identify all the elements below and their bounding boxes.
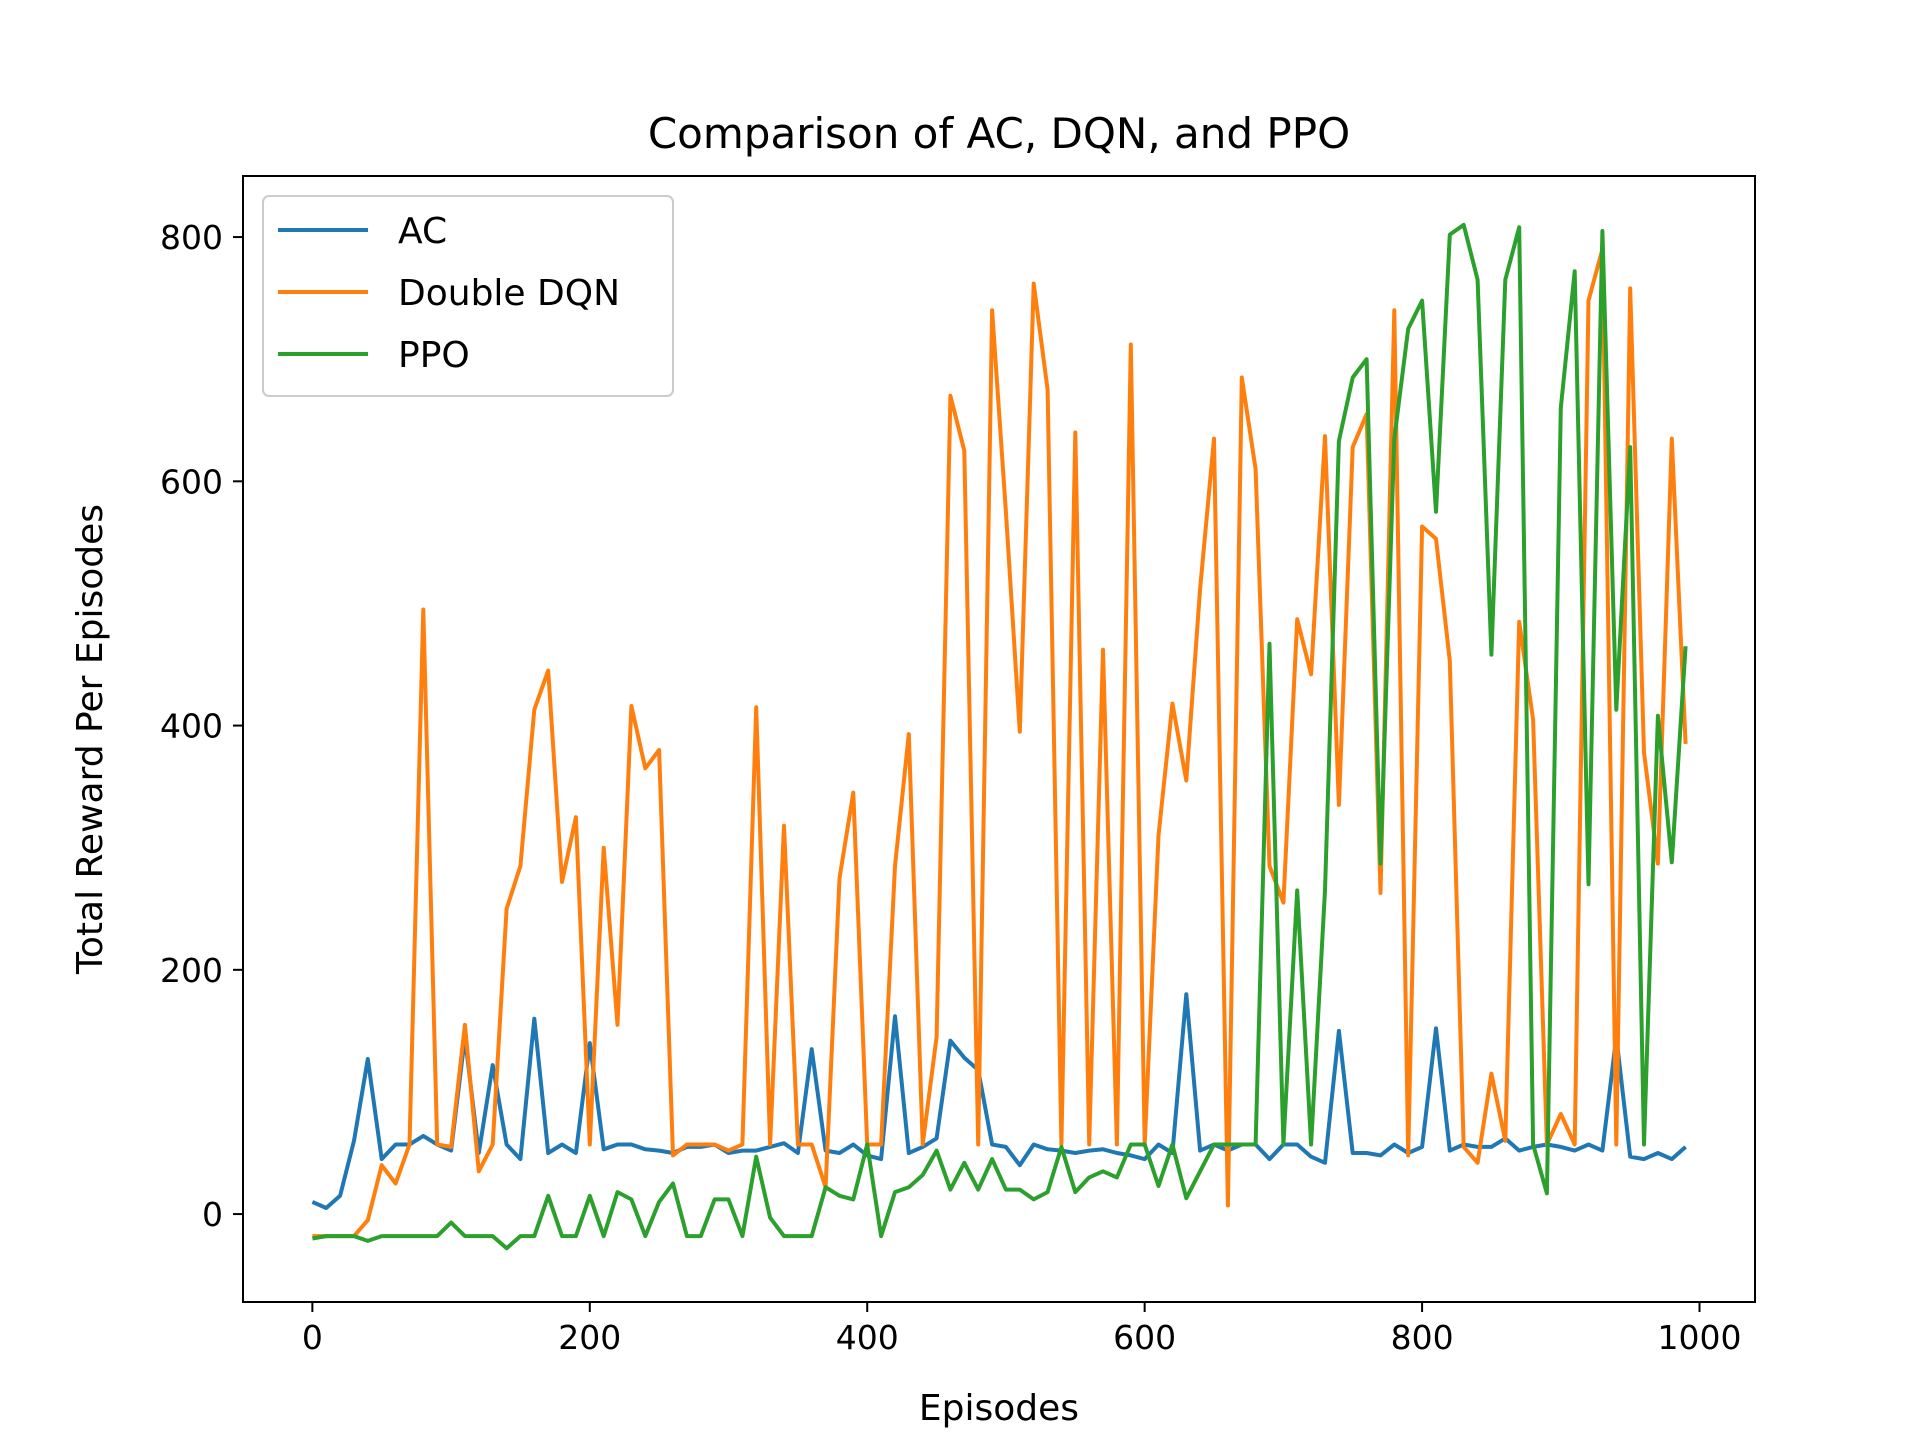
- x-tick-label: 200: [558, 1318, 621, 1357]
- legend-box: [262, 195, 674, 397]
- legend-label-ac: AC: [398, 211, 447, 252]
- x-tick-label: 400: [836, 1318, 899, 1357]
- chart-title: Comparison of AC, DQN, and PPO: [648, 109, 1350, 158]
- x-tick-label: 800: [1391, 1318, 1454, 1357]
- x-tick-label: 1000: [1658, 1318, 1742, 1357]
- y-tick-label: 400: [160, 707, 223, 746]
- plot-frame: [242, 175, 1756, 1303]
- series-line-ac: [311, 992, 1687, 1210]
- y-axis-label: Total Reward Per Episodes: [70, 504, 111, 975]
- x-tick-label: 600: [1113, 1318, 1176, 1357]
- y-tick-label: 200: [160, 951, 223, 990]
- series-line-double-dqn: [312, 247, 1688, 1239]
- y-tick-label: 800: [160, 218, 223, 257]
- x-tick-label: 0: [302, 1318, 323, 1357]
- x-axis-ticks: 0 200 400 600 800 1000: [302, 1302, 1742, 1357]
- y-axis-ticks: 0 200 400 600 800: [160, 218, 243, 1234]
- series-lines: [311, 222, 1688, 1251]
- y-tick-label: 0: [202, 1195, 223, 1234]
- legend-label-double-dqn: Double DQN: [398, 273, 620, 314]
- legend: AC Double DQN PPO: [262, 195, 674, 397]
- legend-label-ppo: PPO: [398, 335, 470, 376]
- x-axis-label: Episodes: [919, 1388, 1079, 1429]
- series-line-ppo: [312, 222, 1688, 1251]
- y-tick-label: 600: [160, 462, 223, 501]
